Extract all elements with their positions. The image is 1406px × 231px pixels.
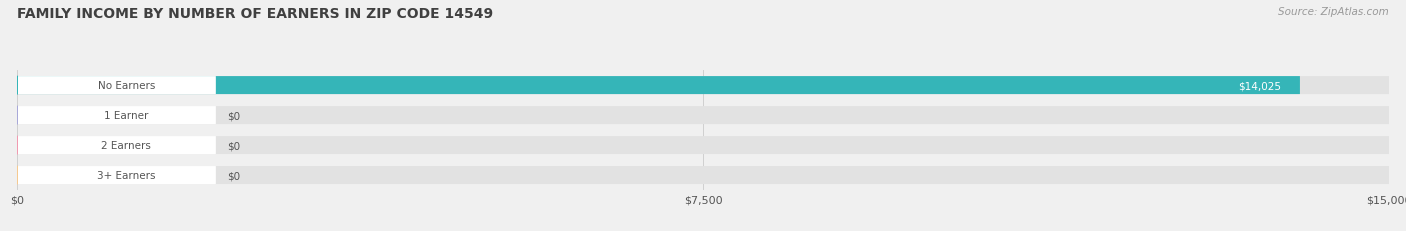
FancyBboxPatch shape (17, 107, 1389, 125)
Text: Source: ZipAtlas.com: Source: ZipAtlas.com (1278, 7, 1389, 17)
Text: 3+ Earners: 3+ Earners (97, 170, 156, 180)
FancyBboxPatch shape (17, 137, 1389, 154)
Text: $0: $0 (226, 111, 240, 121)
FancyBboxPatch shape (17, 166, 1389, 184)
FancyBboxPatch shape (17, 77, 217, 95)
FancyBboxPatch shape (17, 166, 217, 184)
FancyBboxPatch shape (17, 137, 217, 154)
Text: FAMILY INCOME BY NUMBER OF EARNERS IN ZIP CODE 14549: FAMILY INCOME BY NUMBER OF EARNERS IN ZI… (17, 7, 494, 21)
Text: 1 Earner: 1 Earner (104, 111, 149, 121)
Text: $14,025: $14,025 (1237, 81, 1281, 91)
FancyBboxPatch shape (17, 107, 217, 125)
Text: 2 Earners: 2 Earners (101, 140, 152, 150)
Text: No Earners: No Earners (97, 81, 155, 91)
FancyBboxPatch shape (17, 77, 1389, 95)
Text: $0: $0 (226, 140, 240, 150)
FancyBboxPatch shape (17, 77, 1301, 95)
Text: $0: $0 (226, 170, 240, 180)
